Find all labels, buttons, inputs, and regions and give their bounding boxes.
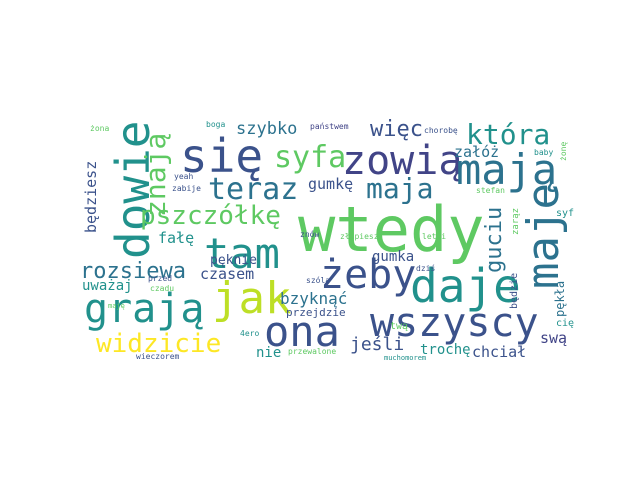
word-4ero: 4ero	[240, 329, 260, 338]
word-peknie: pęknie	[210, 253, 257, 268]
word-pszczolke: pszczółkę	[140, 201, 281, 231]
word-nie: nie	[256, 345, 282, 361]
word-bzyknac: bzyknąć	[280, 289, 348, 308]
word-szola: szóla	[306, 276, 331, 285]
word-chcial: chciał	[472, 343, 527, 361]
word-sie: się	[180, 129, 264, 183]
word-stefan: stefan	[476, 186, 505, 195]
word-boga: boga	[206, 120, 226, 129]
word-gumka: gumka	[372, 249, 415, 265]
word-ktora: która	[466, 118, 551, 151]
word-guciu: guciu	[482, 206, 507, 273]
word-jak: jak	[212, 273, 292, 324]
word-wieczorem: wieczorem	[136, 352, 180, 361]
word-troche: trochę	[420, 342, 471, 358]
word-uwazaj: uważaj	[82, 278, 133, 294]
word-czasem: czasem	[200, 265, 255, 283]
word-swa: swą	[540, 329, 568, 347]
word-wszyscy: wszyscy	[370, 300, 539, 346]
word-dzis: dziś	[416, 264, 436, 273]
word-zeby: żeby	[320, 252, 417, 298]
word-gumke: gumkę	[308, 175, 354, 193]
word-graja: grają	[84, 286, 205, 332]
word-zaloz: załóż	[454, 143, 500, 161]
word-zaraz: zarąz	[511, 207, 521, 235]
word-teraz: teraz	[208, 172, 299, 207]
word-maja-large: mają	[456, 145, 558, 194]
word-zlapiesz: złapiesz	[340, 232, 379, 241]
word-panstwem: państwem	[310, 122, 349, 131]
word-pekla: pękła	[553, 280, 567, 317]
word-rozsiewa: rozsiewa	[80, 259, 186, 284]
word-zona: żona	[90, 124, 110, 133]
word-syfa: syfa	[274, 140, 347, 175]
word-yeah: yeah	[174, 172, 194, 181]
word-zowia: zowią	[342, 138, 463, 184]
word-ona: ona	[264, 307, 340, 356]
word-cie: cię	[556, 318, 575, 329]
word-letni: letni	[422, 232, 447, 241]
word-przejdzie: przejdzie	[286, 306, 346, 319]
word-muchomorem: muchomorem	[384, 354, 427, 362]
word-bedzie: będzie	[509, 272, 520, 309]
word-czadu: czadu	[150, 284, 175, 293]
word-syf: syf	[556, 208, 575, 219]
word-daje: daje	[410, 259, 521, 313]
word-wiec: więc	[370, 117, 423, 142]
word-szybko: szybko	[236, 119, 298, 139]
word-maje-small: maję	[108, 302, 125, 310]
word-cloud: wtedy dowie się zowią mają maje daje tam…	[80, 117, 576, 365]
word-zabije: zabije	[172, 184, 201, 193]
word-widzicie: widzicie	[96, 329, 222, 359]
word-twa: twą	[390, 321, 409, 332]
word-maje: maje	[518, 183, 569, 289]
word-zone: żonę	[559, 141, 568, 161]
word-faje: fałę	[158, 229, 195, 247]
word-tam: tam	[204, 229, 280, 278]
word-baby: baby	[534, 148, 554, 157]
word-bedziesz: będziesz	[82, 160, 100, 233]
word-przewalone: przewalone	[288, 347, 337, 356]
word-przed: przed	[148, 274, 173, 283]
word-jesli: jeśli	[350, 334, 405, 355]
word-znow: znów	[300, 230, 320, 239]
word-chorobe: chorobę	[424, 126, 458, 135]
word-maja-small: maja	[366, 172, 434, 205]
word-wtedy: wtedy	[298, 193, 485, 266]
